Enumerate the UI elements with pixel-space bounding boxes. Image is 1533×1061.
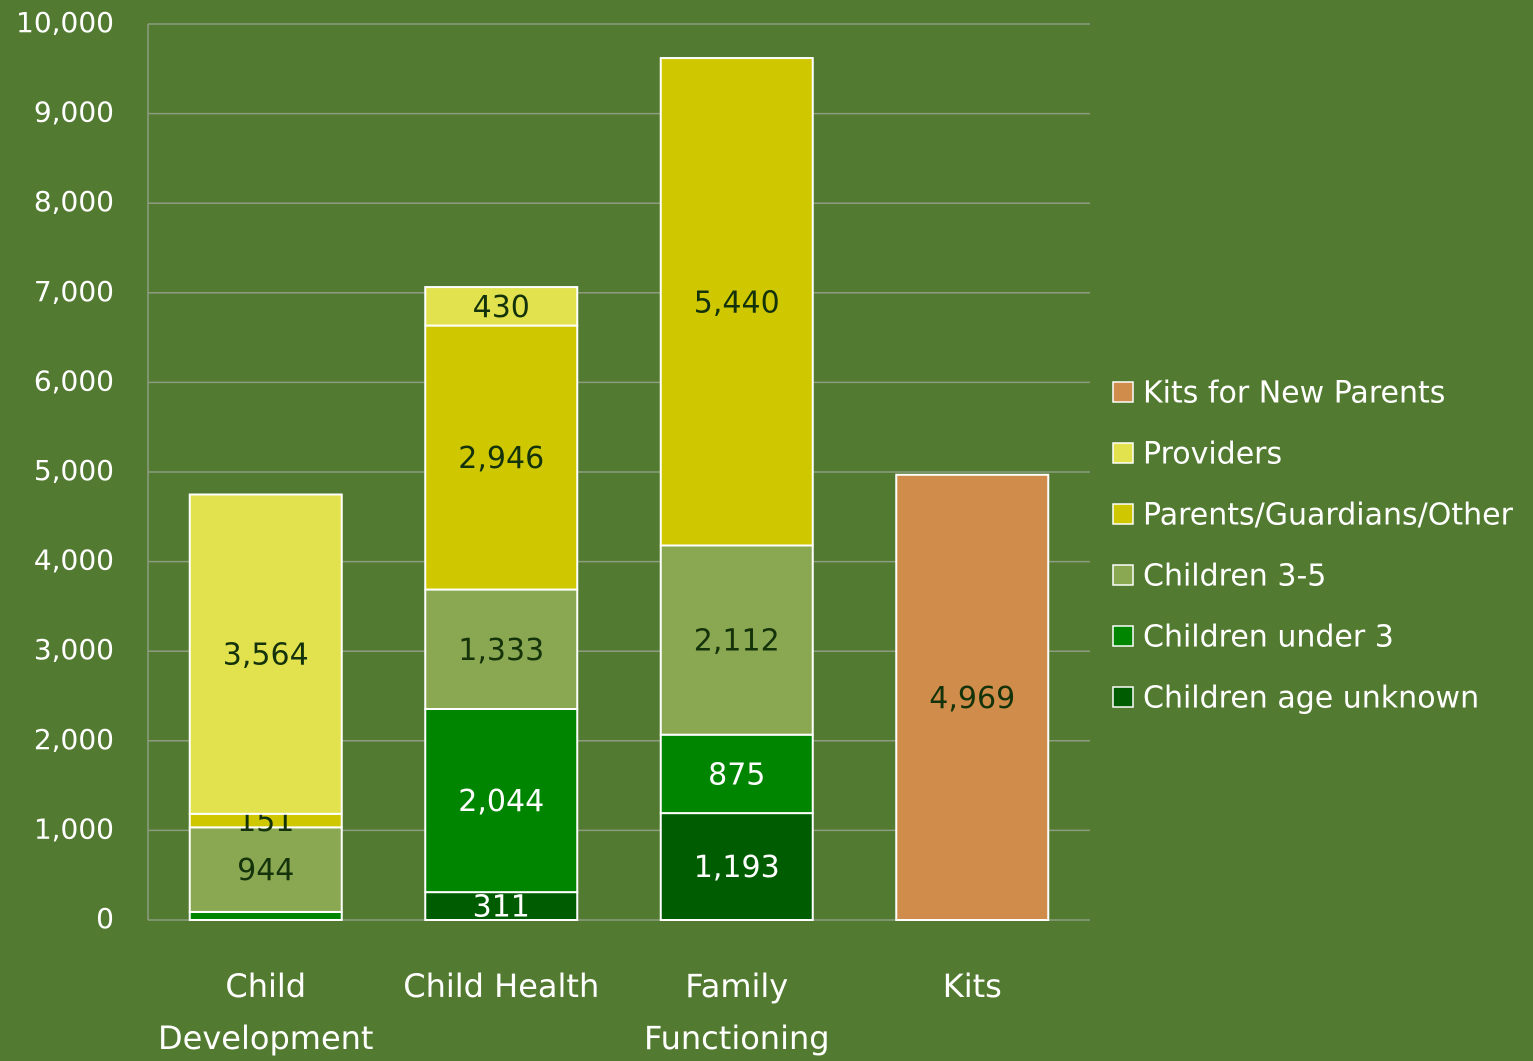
data-label: 311 xyxy=(473,890,530,925)
bar-segment xyxy=(424,707,579,894)
data-label: 5,440 xyxy=(694,285,780,320)
bar-segment xyxy=(424,324,579,591)
legend-label: Providers xyxy=(1143,437,1282,472)
y-tick-label: 2,000 xyxy=(34,723,114,756)
legend-swatch xyxy=(1112,625,1134,647)
y-tick-label: 9,000 xyxy=(34,96,114,129)
data-label: 1,333 xyxy=(458,633,544,668)
y-tick-label: 7,000 xyxy=(34,275,114,308)
legend-label: Children under 3 xyxy=(1143,620,1394,655)
y-tick-label: 3,000 xyxy=(34,633,114,666)
legend-swatch xyxy=(1112,381,1134,403)
legend-swatch xyxy=(1112,442,1134,464)
bar-segment xyxy=(659,733,814,815)
data-label: 944 xyxy=(237,853,294,888)
bar-segment xyxy=(424,891,579,921)
bar-segment xyxy=(424,588,579,710)
x-tick-label: Child Development xyxy=(158,967,373,1057)
y-tick-label: 8,000 xyxy=(34,185,114,218)
bar-segment xyxy=(188,910,343,921)
x-tick-label: Family Functioning xyxy=(644,967,830,1057)
data-label: 430 xyxy=(473,290,530,325)
bar-segment xyxy=(659,812,814,921)
data-label: 2,112 xyxy=(694,624,780,659)
y-tick-label: 1,000 xyxy=(34,812,114,845)
legend-swatch xyxy=(1112,564,1134,586)
data-label: 2,946 xyxy=(458,441,544,476)
data-label: 2,044 xyxy=(458,784,544,819)
bar-segment xyxy=(659,544,814,736)
bar-segment xyxy=(424,286,579,327)
y-tick-label: 10,000 xyxy=(16,6,114,39)
y-tick-label: 4,000 xyxy=(34,544,114,577)
y-tick-label: 6,000 xyxy=(34,364,114,397)
x-tick-label: Child Health xyxy=(403,967,599,1005)
legend-swatch xyxy=(1112,503,1134,525)
legend-label: Parents/Guardians/Other xyxy=(1143,498,1514,533)
data-label: 4,969 xyxy=(929,681,1015,716)
bar-segment xyxy=(895,473,1050,921)
data-label: 3,564 xyxy=(223,638,309,673)
bar-segment xyxy=(188,826,343,913)
data-label: 875 xyxy=(708,757,765,792)
y-tick-label: 5,000 xyxy=(34,454,114,487)
legend-swatch xyxy=(1112,686,1134,708)
legend-label: Kits for New Parents xyxy=(1143,376,1445,411)
bar-segment xyxy=(188,493,343,815)
y-tick-label: 0 xyxy=(96,902,114,935)
data-label: 1,193 xyxy=(694,850,780,885)
legend-label: Children 3-5 xyxy=(1143,559,1326,594)
legend-label: Children age unknown xyxy=(1143,681,1479,716)
bar-segment xyxy=(659,57,814,547)
x-tick-label: Kits xyxy=(943,967,1002,1005)
